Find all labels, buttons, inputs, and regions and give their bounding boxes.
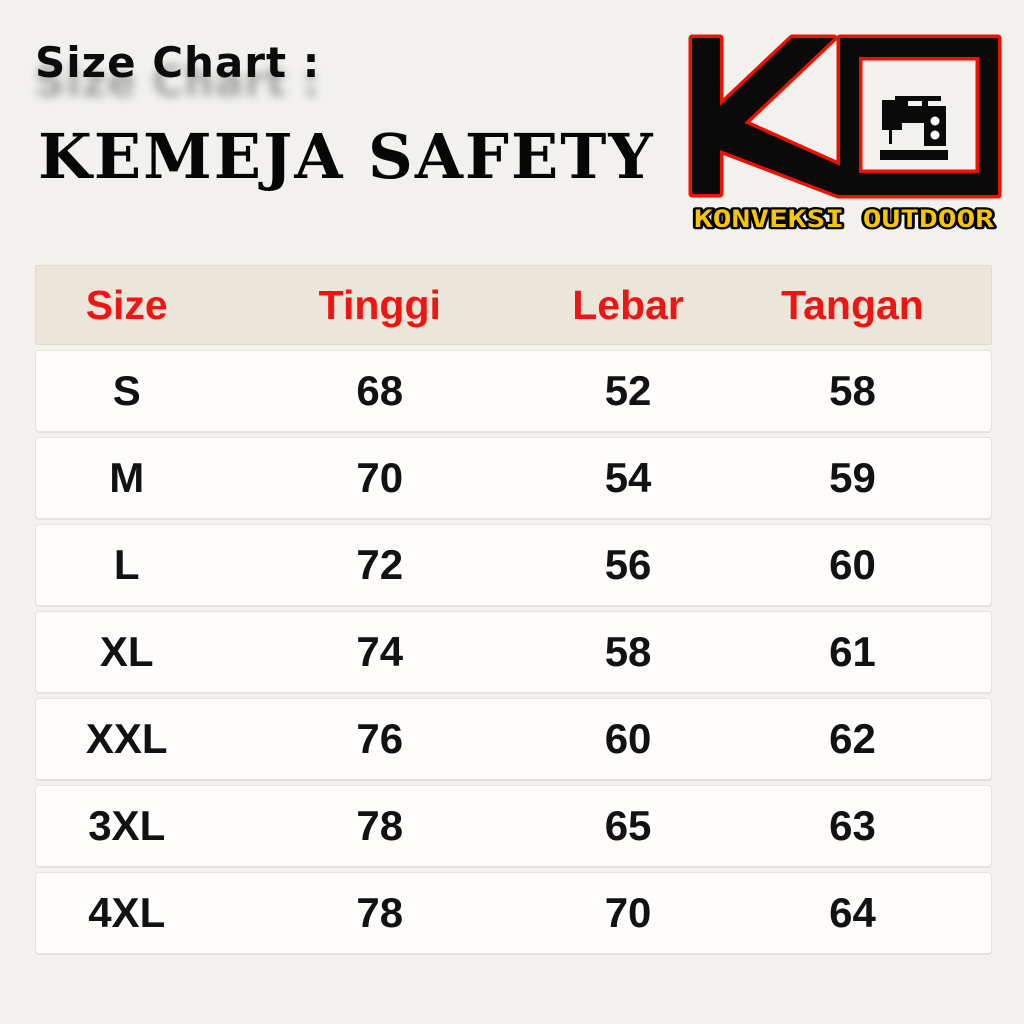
value-cell: 52 <box>604 367 652 414</box>
value-cell: 63 <box>829 802 876 849</box>
value-cell: 76 <box>356 715 404 762</box>
size-cell: 3XL <box>88 802 166 849</box>
value-cell: 61 <box>829 628 876 675</box>
value-cell: 78 <box>356 889 404 936</box>
product-title: KEMEJA SAFETY <box>38 120 655 193</box>
size-table: Size Tinggi Lebar Tangan S 68 52 58 M 70 54 59 L… <box>35 265 992 954</box>
column-header-tangan: Tangan <box>781 281 924 328</box>
column-header-lebar: Lebar <box>572 281 684 328</box>
column-header-size: Size <box>85 281 168 328</box>
table-row: XXL 76 60 62 <box>35 698 992 780</box>
size-cell: L <box>113 541 140 588</box>
size-cell: M <box>109 454 145 501</box>
value-cell: 70 <box>356 454 404 501</box>
value-cell: 59 <box>829 454 876 501</box>
size-table-header: Size Tinggi Lebar Tangan <box>35 265 992 345</box>
size-cell: XL <box>99 628 154 675</box>
sewing-machine-icon <box>880 96 948 160</box>
value-cell: 58 <box>829 367 876 414</box>
size-cell: XXL <box>85 715 168 762</box>
size-chart-heading: Size Chart : <box>35 38 321 87</box>
value-cell: 68 <box>356 367 404 414</box>
table-row: M 70 54 59 <box>35 437 992 519</box>
value-cell: 60 <box>829 541 876 588</box>
value-cell: 78 <box>356 802 404 849</box>
brand-wordmark: KONVEKSI OUTDOOR <box>692 203 997 234</box>
value-cell: 64 <box>829 889 876 936</box>
table-row: S 68 52 58 <box>35 350 992 432</box>
brand-logo: KONVEKSI OUTDOOR <box>686 26 1002 234</box>
column-header-tinggi: Tinggi <box>318 281 441 328</box>
table-row: 4XL 78 70 64 <box>35 872 992 954</box>
size-table-body: S 68 52 58 M 70 54 59 L 72 56 60 XL 74 58 61 XXL 76 60 62 3X… <box>35 350 992 954</box>
value-cell: 60 <box>604 715 652 762</box>
value-cell: 56 <box>604 541 652 588</box>
table-row: L 72 56 60 <box>35 524 992 606</box>
value-cell: 70 <box>604 889 652 936</box>
value-cell: 72 <box>356 541 404 588</box>
brand-name-text: KONVEKSI OUTDOOR <box>694 205 995 233</box>
size-cell: S <box>112 367 141 414</box>
value-cell: 65 <box>604 802 652 849</box>
value-cell: 62 <box>829 715 876 762</box>
value-cell: 74 <box>356 628 404 675</box>
value-cell: 54 <box>604 454 652 501</box>
table-row: 3XL 78 65 63 <box>35 785 992 867</box>
table-row: XL 74 58 61 <box>35 611 992 693</box>
size-cell: 4XL <box>88 889 166 936</box>
value-cell: 58 <box>604 628 652 675</box>
ko-monogram-sewing-machine-icon <box>688 34 1002 199</box>
